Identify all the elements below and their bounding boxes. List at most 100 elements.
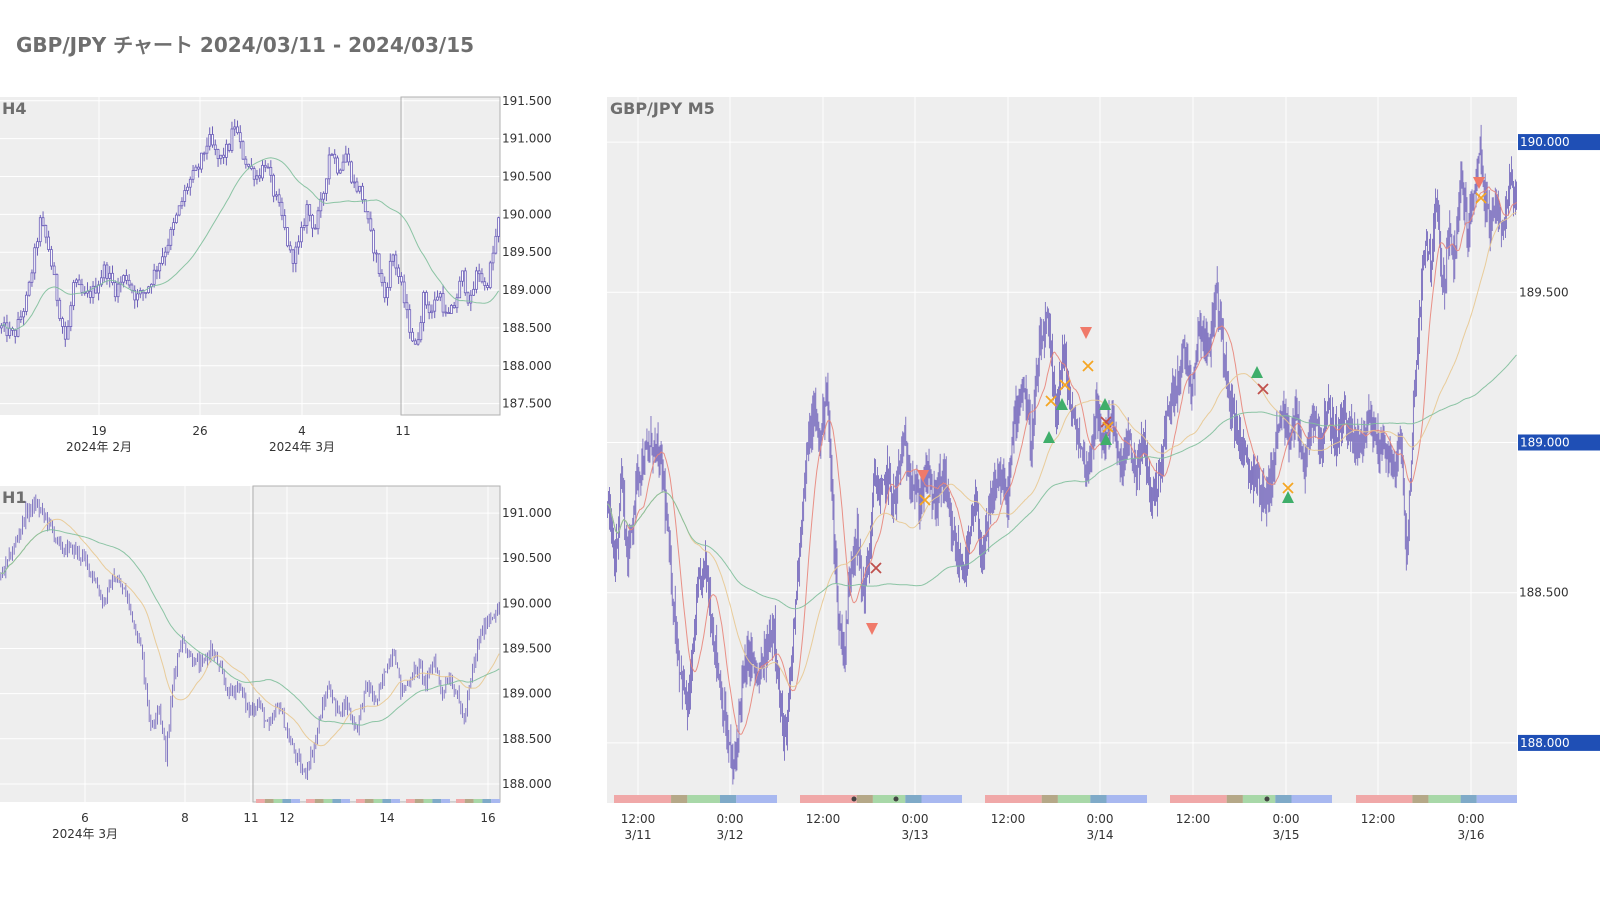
session-bar <box>373 799 383 803</box>
candle-body <box>497 217 500 237</box>
session-bar <box>1041 795 1058 803</box>
candle-body <box>486 285 489 288</box>
candle-body <box>163 251 167 258</box>
session-bar <box>306 799 315 803</box>
candle-body <box>455 297 459 309</box>
session-bar <box>905 795 922 803</box>
candle-body <box>238 132 242 143</box>
buy-marker <box>1099 398 1111 410</box>
candle-body <box>186 186 189 191</box>
candle-body <box>75 279 78 283</box>
candle-body <box>180 201 184 207</box>
candle-body <box>230 128 234 151</box>
price-box-label: 189.000 <box>1520 435 1570 449</box>
price-box <box>1518 434 1600 451</box>
candle-body <box>330 153 334 156</box>
candle-body <box>208 134 212 147</box>
candle-body <box>405 302 409 311</box>
x-tick-label-secondary: 3/12 <box>717 828 744 842</box>
candle-body <box>269 167 273 176</box>
session-dot <box>851 796 857 802</box>
session-bar <box>414 799 424 803</box>
moving-average <box>607 354 1517 610</box>
candle-body <box>480 273 484 283</box>
candle-body <box>327 154 331 180</box>
candle-body <box>491 252 495 264</box>
candle-body <box>450 305 453 314</box>
session-bar <box>456 799 465 803</box>
session-bar <box>341 799 350 803</box>
candle-body <box>225 143 228 158</box>
x-tick-label-secondary: 3/14 <box>1087 828 1114 842</box>
session-bar <box>985 795 1042 803</box>
buy-marker <box>1056 398 1068 410</box>
candle-body <box>444 311 448 314</box>
candle-body <box>88 290 92 298</box>
candle-body <box>144 292 148 295</box>
candle-body <box>316 210 320 230</box>
candle-body <box>194 166 198 171</box>
session-bar <box>382 799 392 803</box>
y-tick-label: 189.500 <box>502 642 552 656</box>
candle-body <box>91 285 95 298</box>
y-tick-label: 190.000 <box>502 596 552 610</box>
candle-body <box>105 264 109 279</box>
candle-body <box>355 181 359 192</box>
candle-body <box>222 154 225 158</box>
candle-body <box>202 152 206 155</box>
candle-body <box>427 304 431 314</box>
exit-marker <box>1059 379 1071 391</box>
candle-body <box>361 185 364 201</box>
session-bar <box>800 795 857 803</box>
candle-body <box>0 325 3 329</box>
candle-body <box>41 217 45 226</box>
sell-marker <box>866 623 878 635</box>
candle-body <box>252 168 256 180</box>
x-tick-label: 14 <box>379 811 394 825</box>
session-bar <box>1057 795 1091 803</box>
session-bar <box>921 795 962 803</box>
session-bar <box>1412 795 1429 803</box>
candle-body <box>155 269 159 272</box>
candle-body <box>291 249 295 264</box>
x-tick-label: 11 <box>243 811 258 825</box>
candle-body <box>311 214 314 229</box>
session-bar <box>1242 795 1276 803</box>
chart-h1: H1 191.000 190.500 190.000 189.500 189.000 188… <box>0 485 552 841</box>
exit-marker <box>1082 360 1094 372</box>
candle-body <box>161 256 164 264</box>
session-bar <box>273 799 283 803</box>
candle-body <box>422 292 425 324</box>
candle-body <box>191 170 195 180</box>
candle-body <box>111 272 114 284</box>
candle-body <box>69 305 73 327</box>
y-tick-label: 188.000 <box>502 359 552 373</box>
exit-marker <box>1045 395 1057 407</box>
candle-body <box>233 126 237 130</box>
candle-body <box>391 254 395 262</box>
candle-body <box>236 126 239 134</box>
session-bar <box>1460 795 1477 803</box>
candle-body <box>400 276 403 283</box>
candles <box>0 119 500 347</box>
y-tick-label: 188.000 <box>502 777 552 791</box>
price-box-label: 188.000 <box>1520 736 1570 750</box>
candle-body <box>344 153 348 163</box>
candle-body <box>433 299 437 312</box>
session-bar <box>1090 795 1107 803</box>
x-tick-label: 12:00 <box>806 812 841 826</box>
y-tick-label: 188.500 <box>1519 586 1569 600</box>
candle-body <box>377 253 381 274</box>
candle-body <box>94 285 98 294</box>
panel-title: H4 <box>2 99 27 118</box>
x-tick-label-secondary: 3/13 <box>902 828 929 842</box>
candle-body <box>494 235 498 254</box>
candle-body <box>166 244 170 253</box>
candle-body <box>8 327 12 337</box>
candle-body <box>419 322 423 341</box>
session-bar <box>1106 795 1147 803</box>
candle-body <box>258 175 262 179</box>
candle-body <box>272 174 275 197</box>
exit-marker <box>919 494 931 506</box>
